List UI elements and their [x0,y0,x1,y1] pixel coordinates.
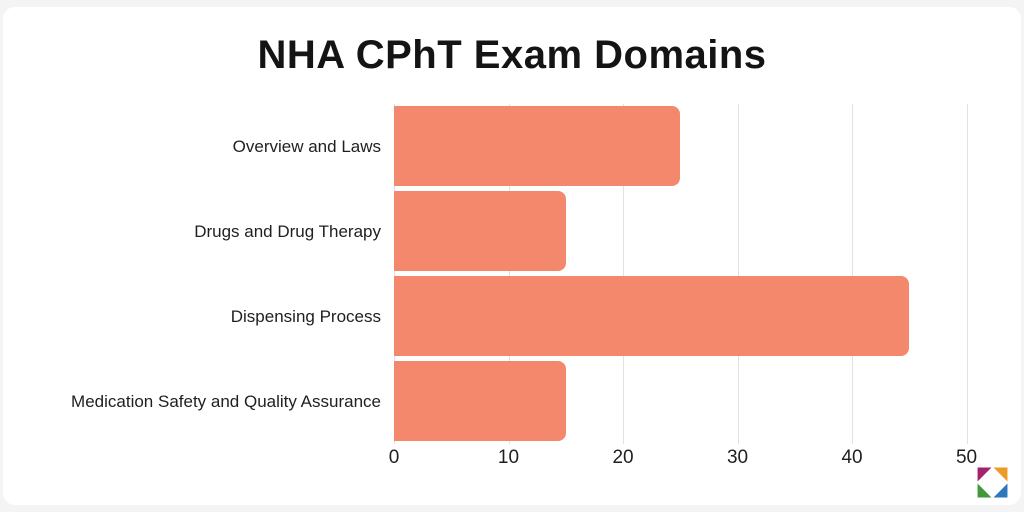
bar-2 [394,191,566,271]
category-label: Medication Safety and Quality Assurance [71,391,381,411]
aes-pinwheel-logo-icon [977,467,1008,498]
gridline-x-0 [394,104,395,444]
category-label: Dispensing Process [230,306,381,326]
gridline-x-40 [852,104,854,444]
x-tick-label: 50 [955,447,978,468]
bar-4 [394,361,566,441]
x-tick-label: 0 [388,447,400,468]
gridline-x-30 [737,104,739,444]
bar-row [394,189,978,274]
category-label: Overview and Laws [232,136,381,156]
bar-row [394,359,978,444]
chart-title: NHA CPhT Exam Domains [257,33,767,77]
plot-area [394,104,978,444]
y-axis-labels: Overview and Laws Drugs and Drug Therapy D… [3,104,381,444]
bar-3 [394,276,910,356]
x-tick-label: 10 [497,447,520,468]
bar-row [394,104,978,189]
x-tick-label: 20 [612,447,634,468]
gridline-x-10 [508,104,510,444]
chart-card: NHA CPhT Exam Domains Overview and Laws D… [3,7,1021,505]
bar-row [394,274,978,359]
gridline-x-20 [623,104,625,444]
gridline-x-50 [966,104,968,444]
bar-1 [394,106,681,186]
x-tick-label: 40 [841,447,863,468]
x-tick-label: 30 [726,447,749,468]
category-label: Drugs and Drug Therapy [194,221,381,241]
x-axis-ticks: 0 10 20 30 40 50 [389,447,978,473]
